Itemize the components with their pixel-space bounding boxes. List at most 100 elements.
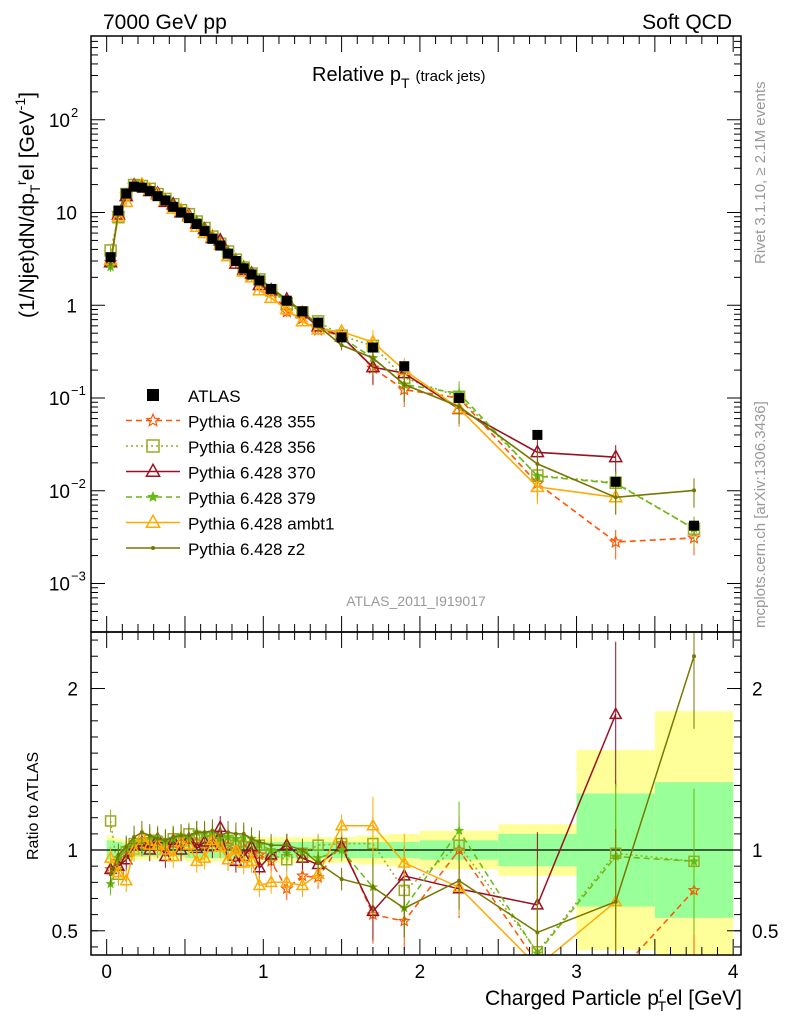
ratio-point (252, 877, 267, 891)
x-tick-label: 4 (728, 962, 739, 983)
ratio-y-tick-label-right: 2 (752, 680, 763, 701)
data-point (530, 478, 545, 493)
data-point (207, 233, 218, 244)
ratio-point (339, 877, 344, 882)
data-point (254, 275, 265, 286)
data-point (121, 188, 132, 199)
data-point (457, 404, 462, 409)
ratio-point (132, 835, 137, 840)
data-point (230, 256, 241, 267)
x-tick-label: 0 (101, 962, 112, 983)
ratio-point (166, 848, 180, 862)
chart-title: Relative pT (track jets) (312, 64, 486, 91)
ratio-point (171, 835, 176, 840)
data-point (199, 226, 210, 237)
series-pythia-6.428-ambt1 (103, 176, 624, 515)
ratio-point (142, 837, 157, 850)
series-pythia-6.428-370 (103, 177, 624, 475)
ratio-point (257, 839, 262, 844)
ratio-y-tick-label: 1 (67, 841, 78, 862)
legend-label: Pythia 6.428 370 (188, 464, 316, 483)
ratio-point (119, 873, 134, 886)
ratio-point (213, 839, 227, 852)
ratio-point (108, 872, 113, 877)
ratio-point (366, 818, 380, 831)
ratio-point (202, 830, 207, 835)
data-point (610, 476, 621, 487)
ratio-line (110, 714, 617, 913)
legend-marker (147, 490, 159, 502)
ratio-series-pythia-6.428-370 (103, 641, 623, 955)
ratio-point (229, 842, 243, 855)
ratio-point (334, 818, 349, 831)
x-axis-label: Charged Particle pr Tel [GeV] (485, 984, 742, 1014)
rivet-label: Rivet 3.1.10, ≥ 2.1M events (752, 82, 769, 265)
data-point (152, 191, 163, 202)
ratio-point (252, 860, 267, 873)
ratio-point (269, 843, 274, 848)
legend-marker (145, 513, 161, 529)
ratio-point (127, 842, 141, 855)
ratio-series-pythia-6.428-z2 (108, 632, 697, 955)
y-tick-label: 10 (49, 111, 70, 132)
ratio-panel-frame (90, 631, 742, 956)
ratio-point (397, 855, 412, 868)
data-point (183, 213, 194, 224)
legend-label: Pythia 6.428 355 (188, 413, 316, 432)
ratio-point (116, 852, 121, 857)
data-point (168, 201, 179, 212)
data-point (689, 520, 700, 531)
ratio-point (454, 825, 465, 836)
ratio-point (244, 853, 259, 867)
ratio-point (197, 834, 212, 847)
data-point (281, 295, 292, 306)
ratio-point (197, 850, 212, 863)
ratio-point (218, 833, 223, 838)
legend-marker-atlas (147, 389, 159, 401)
ratio-y-tick-label: 2 (67, 680, 78, 701)
data-point (129, 181, 140, 192)
data-point (160, 195, 171, 206)
data-point (532, 429, 543, 440)
data-point (297, 306, 308, 317)
ratio-point (233, 831, 238, 836)
ratio-series-group (103, 632, 701, 981)
data-point (191, 219, 202, 230)
ratio-point (158, 842, 173, 855)
ratio-point (295, 877, 310, 891)
ratio-point (457, 878, 462, 883)
ratio-y-tick-label-right: 0.5 (752, 922, 778, 943)
ratio-point (611, 971, 621, 981)
y-tick-label: 1 (66, 296, 77, 317)
ratio-point (221, 852, 235, 865)
data-point (246, 269, 257, 280)
data-point (402, 382, 407, 387)
legend-label: Pythia 6.428 356 (188, 438, 316, 457)
legend-label: Pythia 6.428 z2 (188, 540, 305, 559)
data-point (608, 449, 624, 463)
data-point (266, 283, 277, 294)
data-point (238, 263, 249, 274)
ratio-point (264, 874, 278, 888)
ratio-point (688, 856, 700, 866)
analysis-label: ATLAS_2011_I919017 (346, 593, 486, 609)
data-point (313, 317, 324, 328)
data-point (367, 342, 378, 353)
ratio-axes: 0.5 0.5 1 1 2 2 0 1 2 3 4 (52, 632, 778, 983)
main-y-axis-label: (1/Njet)dN/dpTrel [GeV-1] (12, 92, 43, 318)
data-point (108, 261, 113, 266)
ratio-point (532, 958, 542, 968)
data-point (339, 343, 344, 348)
data-point (336, 332, 347, 343)
data-point (105, 252, 116, 263)
ratio-point (111, 865, 126, 878)
data-point (144, 186, 155, 197)
data-point (454, 393, 465, 404)
ratio-point (179, 833, 184, 838)
series-atlas (105, 181, 700, 531)
legend-label: ATLAS (188, 387, 241, 406)
y-tick-exponent: −1 (71, 383, 86, 398)
ratio-point (119, 852, 134, 865)
